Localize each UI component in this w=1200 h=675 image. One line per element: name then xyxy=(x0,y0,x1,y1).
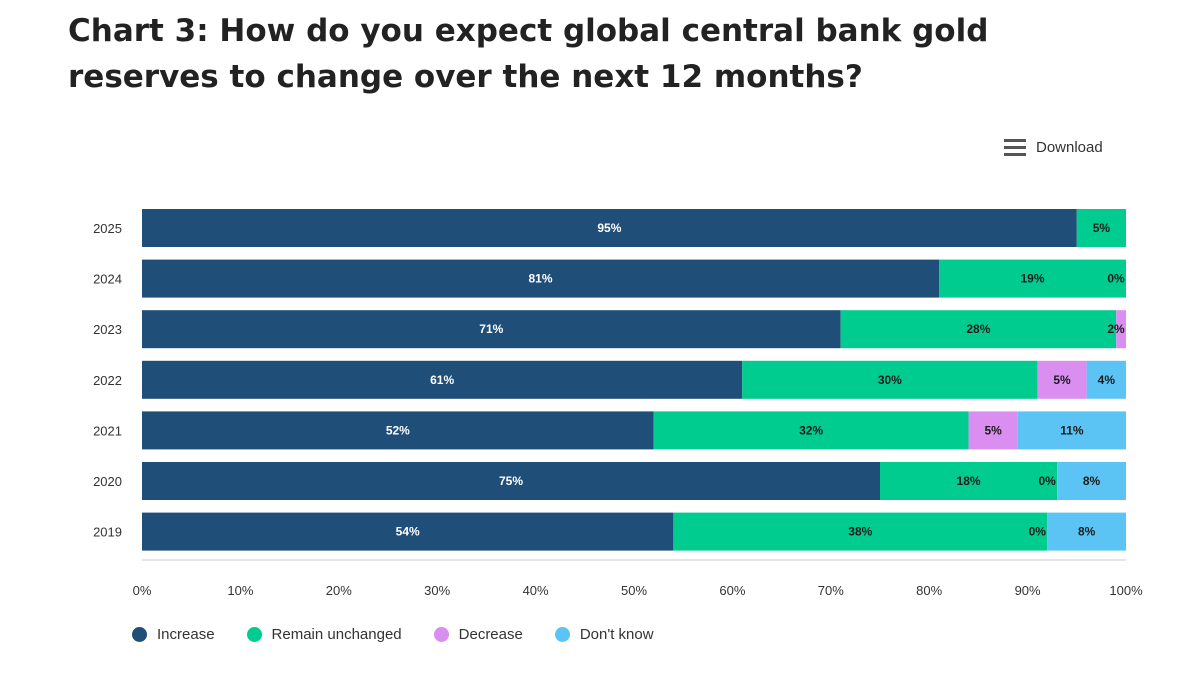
x-tick-label: 50% xyxy=(621,583,647,598)
bar-segment xyxy=(840,310,1117,349)
category-label: 2020 xyxy=(93,474,122,489)
bar-segment xyxy=(968,411,1018,450)
download-label: Download xyxy=(1036,139,1103,156)
data-label: 95% xyxy=(597,221,621,235)
menu-icon xyxy=(1004,139,1026,156)
legend-item[interactable]: Don't know xyxy=(554,626,654,643)
bar-segment xyxy=(653,411,969,450)
data-label: 8% xyxy=(1078,525,1096,539)
bar-segment xyxy=(1116,310,1126,349)
data-label: 30% xyxy=(878,373,902,387)
legend-item[interactable]: Decrease xyxy=(433,626,523,643)
bar-segment xyxy=(673,512,1048,551)
legend-marker xyxy=(554,627,570,642)
bar-segment xyxy=(142,462,880,500)
category-label: 2024 xyxy=(93,272,122,287)
download-button[interactable]: Download xyxy=(1004,139,1103,156)
bar-segment xyxy=(1086,360,1126,399)
bar-segment xyxy=(142,411,654,450)
x-tick-label: 60% xyxy=(719,583,745,598)
x-tick-label: 0% xyxy=(133,583,152,598)
legend-label: Increase xyxy=(157,626,215,643)
legend-marker xyxy=(246,627,262,642)
data-label: 18% xyxy=(957,474,981,488)
data-label: 0% xyxy=(1107,272,1125,286)
data-label: 81% xyxy=(529,272,553,286)
bar-segment xyxy=(742,360,1038,399)
x-tick-label: 40% xyxy=(523,583,549,598)
category-label: 2022 xyxy=(93,373,122,388)
data-label: 19% xyxy=(1021,272,1045,286)
x-tick-label: 70% xyxy=(818,583,844,598)
data-label: 2% xyxy=(1107,322,1125,336)
bar-segment xyxy=(939,259,1126,298)
bar-segment xyxy=(1057,462,1126,500)
legend-item[interactable]: Increase xyxy=(132,626,215,643)
bar-segment xyxy=(142,310,841,349)
legend-label: Don't know xyxy=(579,626,654,643)
bar-segment xyxy=(880,462,1058,500)
category-label: 2021 xyxy=(93,423,122,438)
data-label: 8% xyxy=(1083,474,1101,488)
legend-item[interactable]: Remain unchanged xyxy=(246,626,402,643)
data-label: 71% xyxy=(479,322,503,336)
data-label: 32% xyxy=(799,423,823,437)
data-label: 75% xyxy=(499,474,523,488)
data-label: 28% xyxy=(966,322,990,336)
data-label: 54% xyxy=(396,525,420,539)
stacked-bar-chart: 2025 95% 5% 2024 81% 19% 0% 2023 71% 28% 2% 2022 61%… xyxy=(93,209,1143,598)
x-tick-label: 90% xyxy=(1015,583,1041,598)
legend-label: Remain unchanged xyxy=(271,626,402,643)
data-label: 5% xyxy=(1093,221,1111,235)
data-label: 38% xyxy=(848,525,872,539)
category-label: 2019 xyxy=(93,525,122,540)
data-label: 5% xyxy=(1053,373,1071,387)
x-tick-label: 80% xyxy=(916,583,942,598)
bar-segment xyxy=(1017,411,1126,450)
bar-segment xyxy=(1037,360,1087,399)
data-label: 4% xyxy=(1098,373,1116,387)
x-tick-label: 100% xyxy=(1109,583,1143,598)
chart-legend: Increase Remain unchanged Decrease Don't kn… xyxy=(132,626,686,643)
chart-title: Chart 3: How do you expect global centra… xyxy=(68,13,989,95)
bar-segment xyxy=(142,360,743,399)
data-label: 5% xyxy=(984,423,1002,437)
bar-segment xyxy=(142,209,1077,247)
category-label: 2025 xyxy=(93,221,122,236)
bar-segment xyxy=(1076,209,1126,247)
data-label: 0% xyxy=(1029,525,1047,539)
data-label: 61% xyxy=(430,373,454,387)
data-label: 0% xyxy=(1038,474,1056,488)
bar-segment xyxy=(1047,512,1126,551)
data-label: 52% xyxy=(386,423,410,437)
category-label: 2023 xyxy=(93,322,122,337)
bar-segment xyxy=(142,512,674,551)
x-tick-label: 20% xyxy=(326,583,352,598)
legend-marker xyxy=(132,627,147,642)
x-tick-label: 10% xyxy=(227,583,253,598)
legend-marker xyxy=(433,627,449,642)
legend-label: Decrease xyxy=(458,626,523,643)
data-label: 11% xyxy=(1060,423,1084,437)
x-tick-label: 30% xyxy=(424,583,450,598)
bar-segment xyxy=(142,259,940,298)
